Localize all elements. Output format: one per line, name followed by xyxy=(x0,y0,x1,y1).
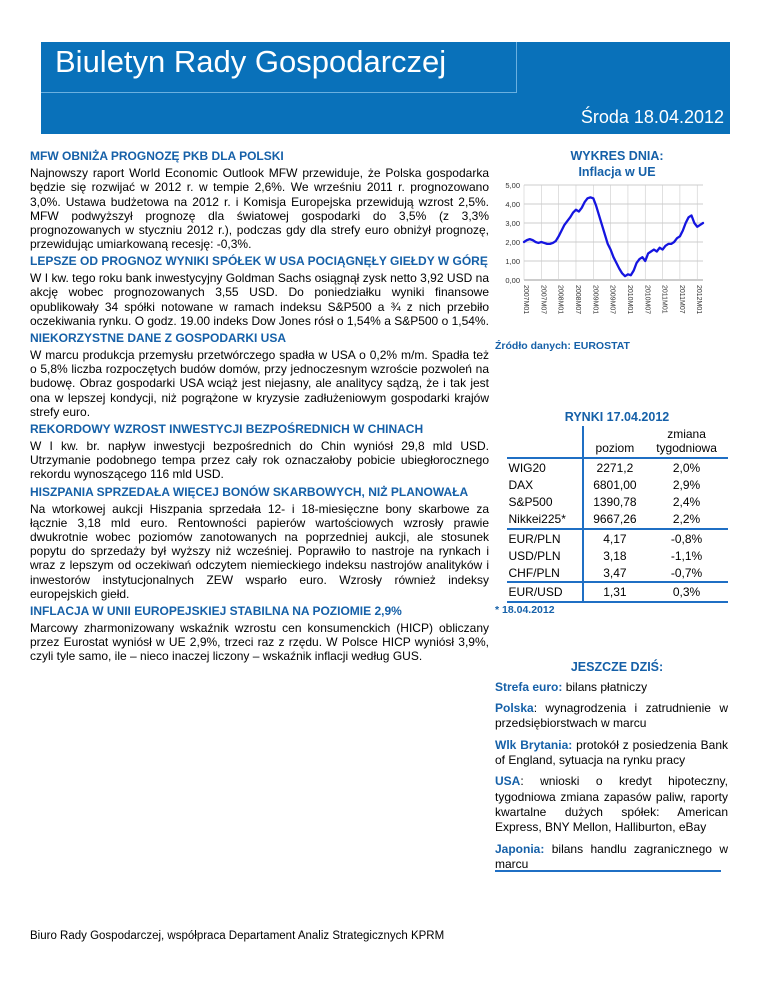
svg-text:5,00: 5,00 xyxy=(505,181,520,190)
svg-text:2010M07: 2010M07 xyxy=(643,285,650,314)
svg-text:2008M07: 2008M07 xyxy=(574,285,581,314)
svg-text:0,00: 0,00 xyxy=(505,276,520,285)
svg-text:2007M01: 2007M01 xyxy=(522,285,529,314)
svg-text:2012M01: 2012M01 xyxy=(695,285,702,314)
svg-text:2011M07: 2011M07 xyxy=(678,285,685,314)
svg-text:2007M07: 2007M07 xyxy=(539,285,546,314)
svg-text:2009M01: 2009M01 xyxy=(591,285,598,314)
svg-text:4,00: 4,00 xyxy=(505,200,520,209)
svg-text:3,00: 3,00 xyxy=(505,219,520,228)
svg-text:2008M01: 2008M01 xyxy=(557,285,564,314)
svg-text:1,00: 1,00 xyxy=(505,257,520,266)
svg-text:2009M07: 2009M07 xyxy=(609,285,616,314)
svg-text:2010M01: 2010M01 xyxy=(626,285,633,314)
svg-text:2011M01: 2011M01 xyxy=(661,285,668,314)
svg-text:2,00: 2,00 xyxy=(505,238,520,247)
